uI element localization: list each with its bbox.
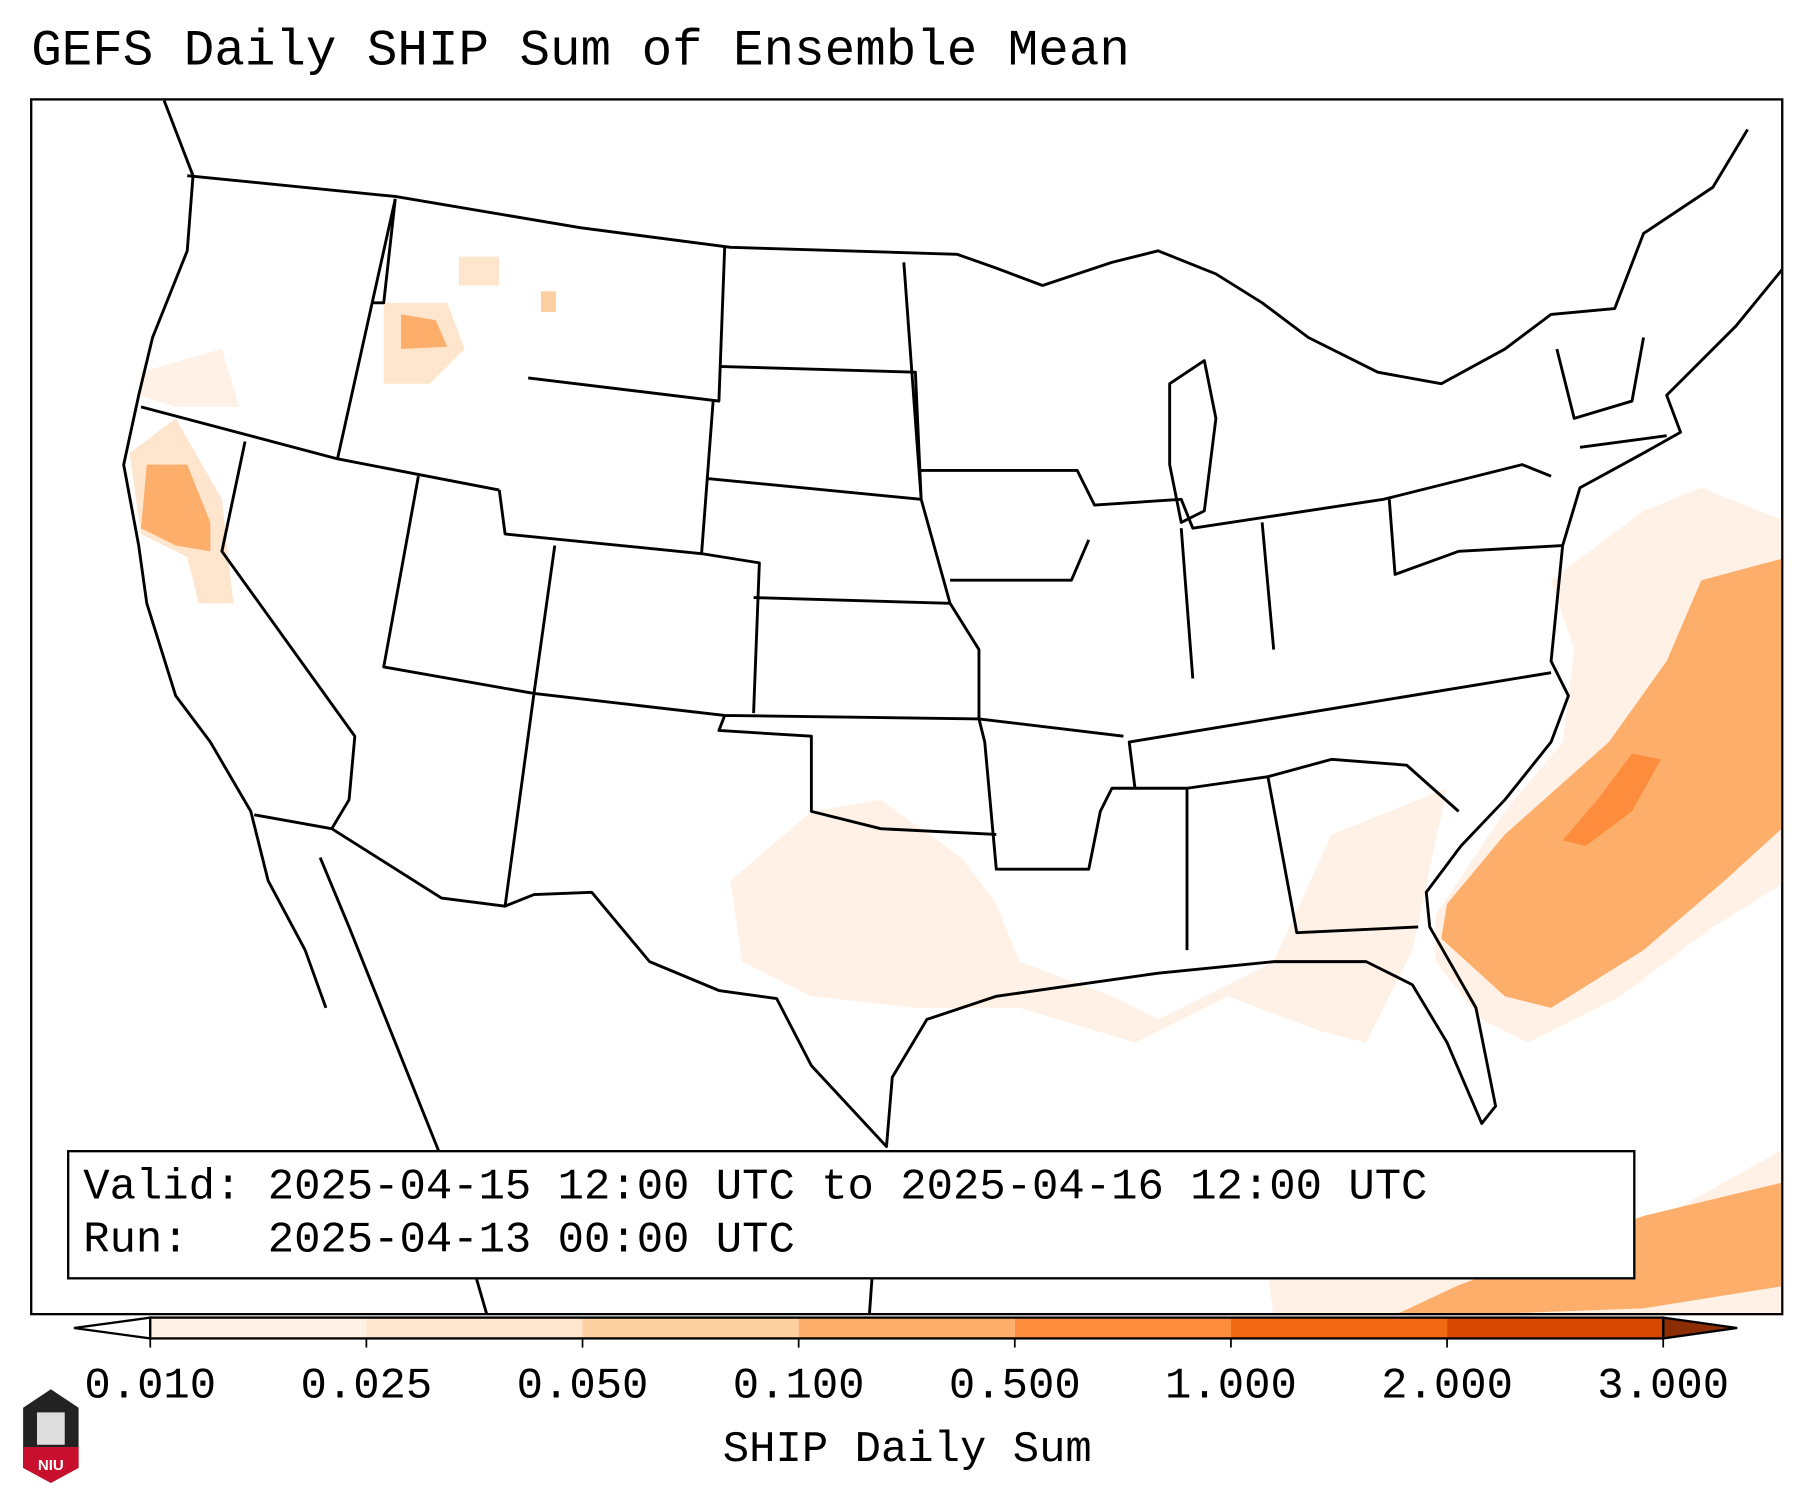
- shading-california-core: [141, 464, 211, 552]
- colorbar-segment: [1014, 1317, 1231, 1339]
- colorbar-tick-label: 0.100: [732, 1361, 865, 1412]
- colorbar-tick-label: 1.000: [1165, 1361, 1297, 1412]
- colorbar-segment: [1230, 1317, 1448, 1339]
- colorbar-segment: [798, 1317, 1015, 1339]
- ship-shading: [129, 256, 1782, 1313]
- colorbar-over-extend: [1662, 1316, 1738, 1340]
- valid-run-legend: Valid: 2025-04-15 12:00 UTC to 2025-04-1…: [67, 1150, 1636, 1280]
- colorbar-tick-label: 0.025: [300, 1361, 433, 1412]
- colorbar-segment: [366, 1317, 583, 1339]
- colorbar: [73, 1316, 1738, 1348]
- map-panel: [30, 98, 1784, 1316]
- state-lines: [140, 198, 1667, 951]
- boundaries: [122, 100, 1782, 1313]
- colorbar-outline: [149, 1316, 1665, 1340]
- colorbar-segment: [582, 1317, 799, 1339]
- colorbar-tick-label: 2.000: [1381, 1361, 1513, 1412]
- shading-montana: [458, 256, 500, 286]
- colorbar-segment: [150, 1317, 367, 1339]
- colorbar-tick-label: 0.010: [84, 1361, 217, 1412]
- run-time-text: Run: 2025-04-13 00:00 UTC: [83, 1215, 795, 1266]
- colorbar-segment: [1447, 1317, 1664, 1339]
- colorbar-tick-label: 0.050: [516, 1361, 649, 1412]
- shading-gulf-south: [730, 788, 1448, 1043]
- colorbar-label: SHIP Daily Sum: [722, 1425, 1092, 1475]
- svg-text:NIU: NIU: [38, 1457, 64, 1474]
- border-canada: [187, 128, 1749, 386]
- shading-idaho-core: [401, 314, 448, 350]
- colorbar-tick-label: 3.000: [1597, 1361, 1730, 1412]
- niu-logo: NIU: [23, 1389, 79, 1483]
- valid-time-text: Valid: 2025-04-15 12:00 UTC to 2025-04-1…: [83, 1162, 1428, 1213]
- lake-michigan: [1168, 359, 1218, 524]
- map-canvas: [122, 100, 1782, 1313]
- shading-oregon: [138, 349, 240, 407]
- colorbar-tick-label: 0.500: [948, 1361, 1081, 1412]
- shading-wyoming-dot: [540, 291, 556, 313]
- colorbar-under-extend: [73, 1316, 152, 1340]
- chart-title: GEFS Daily SHIP Sum of Ensemble Mean: [31, 23, 1130, 81]
- shading-atlantic-core: [1562, 753, 1661, 847]
